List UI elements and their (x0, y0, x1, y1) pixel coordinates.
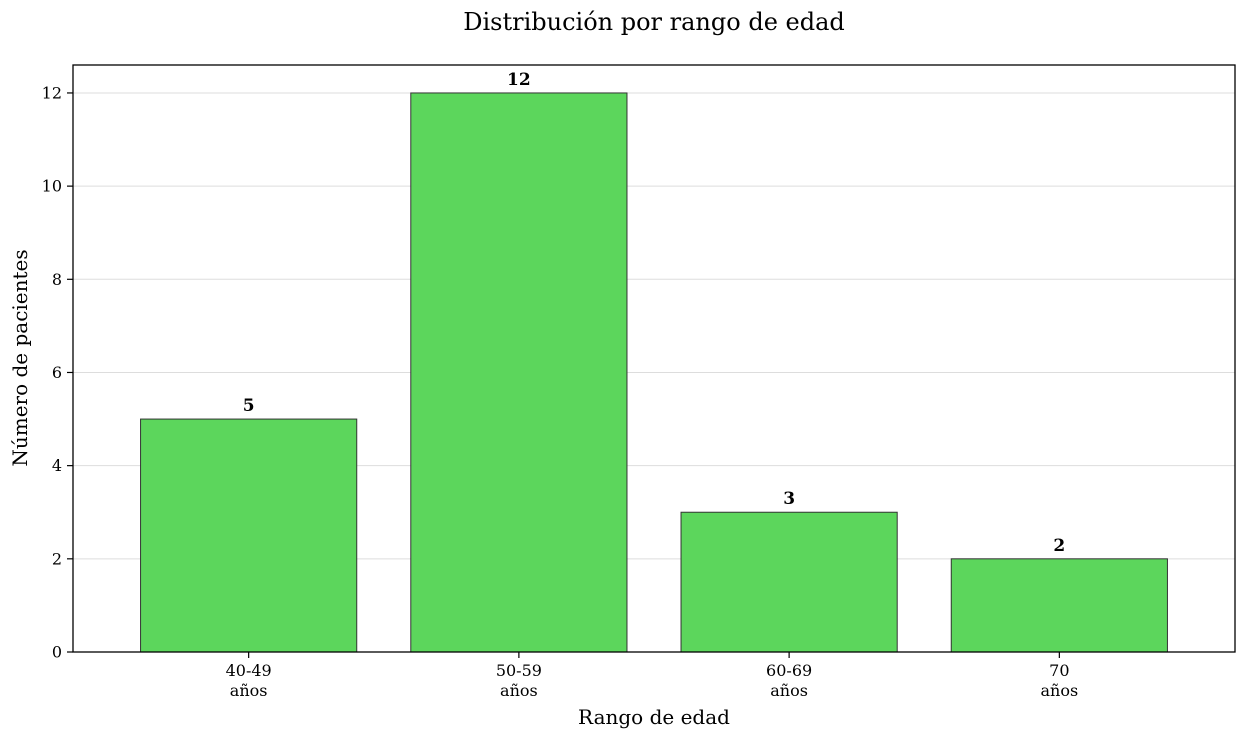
x-tick-label: 70 (1049, 661, 1069, 680)
bars (140, 92, 1168, 653)
y-tick-label: 0 (52, 643, 62, 662)
x-tick-label: años (1041, 681, 1079, 700)
y-axis-ticks: 0 2 4 6 8 10 12 (42, 83, 73, 662)
y-tick-label: 2 (52, 549, 62, 568)
y-tick-label: 8 (52, 270, 62, 289)
x-tick-label: 50-59 (496, 661, 542, 680)
bar-value-label: 2 (1053, 536, 1065, 556)
x-tick-label: 60-69 (766, 661, 812, 680)
x-tick-label: 40-49 (226, 661, 272, 680)
bar (680, 511, 898, 653)
data-labels: 5 12 3 2 (243, 70, 1066, 556)
chart-title: Distribución por rango de edad (463, 8, 845, 36)
y-tick-label: 12 (42, 83, 62, 102)
plot-frame (72, 64, 1236, 653)
y-tick-label: 4 (52, 456, 62, 475)
x-tick-label: años (500, 681, 538, 700)
y-axis-label: Número de pacientes (8, 249, 32, 466)
y-tick-label: 6 (52, 363, 62, 382)
bar-value-label: 12 (507, 70, 531, 90)
bar-value-label: 5 (243, 396, 255, 416)
x-tick-label: años (770, 681, 808, 700)
bar (950, 558, 1168, 653)
y-tick-label: 10 (42, 177, 62, 196)
x-tick-label: años (230, 681, 268, 700)
bar (410, 92, 628, 653)
x-axis-label: Rango de edad (578, 705, 730, 729)
bar-value-label: 3 (783, 489, 795, 509)
bar (140, 418, 358, 653)
